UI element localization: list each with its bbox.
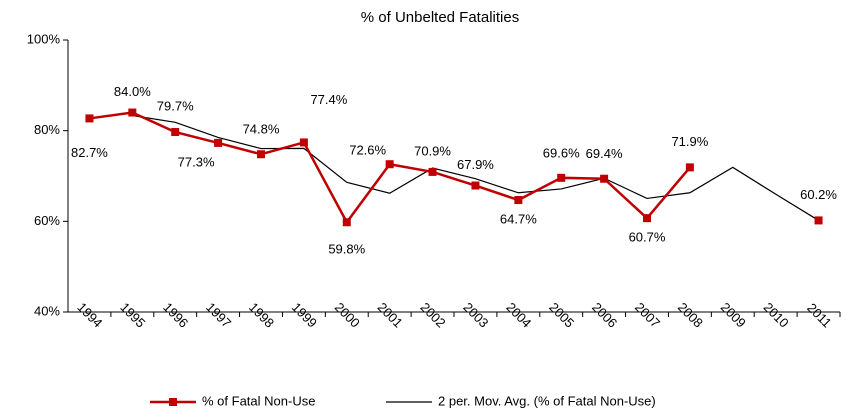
x-tick-label: 1999 [289, 299, 320, 330]
x-tick-label: 1994 [74, 299, 105, 330]
marker [514, 196, 523, 205]
marker [428, 167, 437, 176]
marker [814, 216, 823, 225]
x-tick-label: 2007 [632, 299, 663, 330]
data-label: 74.8% [243, 122, 280, 137]
marker [471, 181, 480, 190]
x-tick-label: 2011 [804, 300, 834, 330]
x-tick-label: 2003 [460, 299, 491, 330]
marker [685, 163, 694, 172]
data-label: 67.9% [457, 157, 494, 172]
data-label: 77.4% [310, 92, 347, 107]
marker [85, 114, 94, 123]
x-tick-label: 2005 [546, 299, 577, 330]
marker [257, 150, 265, 159]
marker [342, 218, 351, 227]
marker [299, 138, 308, 147]
x-tick-label: 2006 [589, 299, 620, 330]
y-tick-label: 80% [34, 122, 60, 137]
data-label: 60.7% [629, 230, 666, 245]
legend-label: % of Fatal Non-Use [202, 393, 315, 408]
legend-label: 2 per. Mov. Avg. (% of Fatal Non-Use) [438, 393, 656, 408]
y-tick-label: 40% [34, 303, 60, 318]
x-tick-label: 1997 [203, 299, 234, 330]
data-label: 84.0% [114, 84, 151, 99]
x-tick-label: 2004 [503, 299, 534, 330]
marker [643, 214, 651, 223]
data-label: 77.3% [178, 154, 215, 169]
x-tick-label: 2010 [761, 299, 792, 330]
y-tick-label: 60% [34, 213, 60, 228]
marker [171, 128, 180, 137]
data-label: 64.7% [500, 211, 537, 226]
data-label: 82.7% [71, 145, 108, 160]
marker [557, 173, 566, 182]
data-label: 79.7% [157, 98, 194, 113]
series-line [132, 114, 819, 221]
marker [128, 108, 137, 117]
x-tick-label: 2002 [418, 299, 449, 330]
marker [600, 174, 609, 183]
data-label: 69.4% [586, 146, 623, 161]
legend-marker [169, 398, 177, 406]
x-tick-label: 2009 [718, 299, 749, 330]
data-label: 69.6% [543, 145, 580, 160]
x-tick-label: 1996 [160, 299, 191, 330]
x-tick-label: 1998 [246, 299, 277, 330]
marker [214, 138, 223, 147]
y-tick-label: 100% [27, 31, 61, 46]
x-tick-label: 2001 [375, 299, 406, 330]
data-label: 71.9% [671, 134, 708, 149]
x-tick-label: 1995 [117, 299, 148, 330]
x-tick-label: 2008 [675, 299, 706, 330]
data-label: 60.2% [800, 187, 837, 202]
chart-title: % of Unbelted Fatalities [361, 9, 519, 26]
data-label: 70.9% [414, 143, 451, 158]
data-label: 72.6% [349, 143, 386, 158]
data-label: 59.8% [328, 242, 365, 257]
marker [385, 160, 394, 169]
x-tick-label: 2000 [332, 299, 363, 330]
